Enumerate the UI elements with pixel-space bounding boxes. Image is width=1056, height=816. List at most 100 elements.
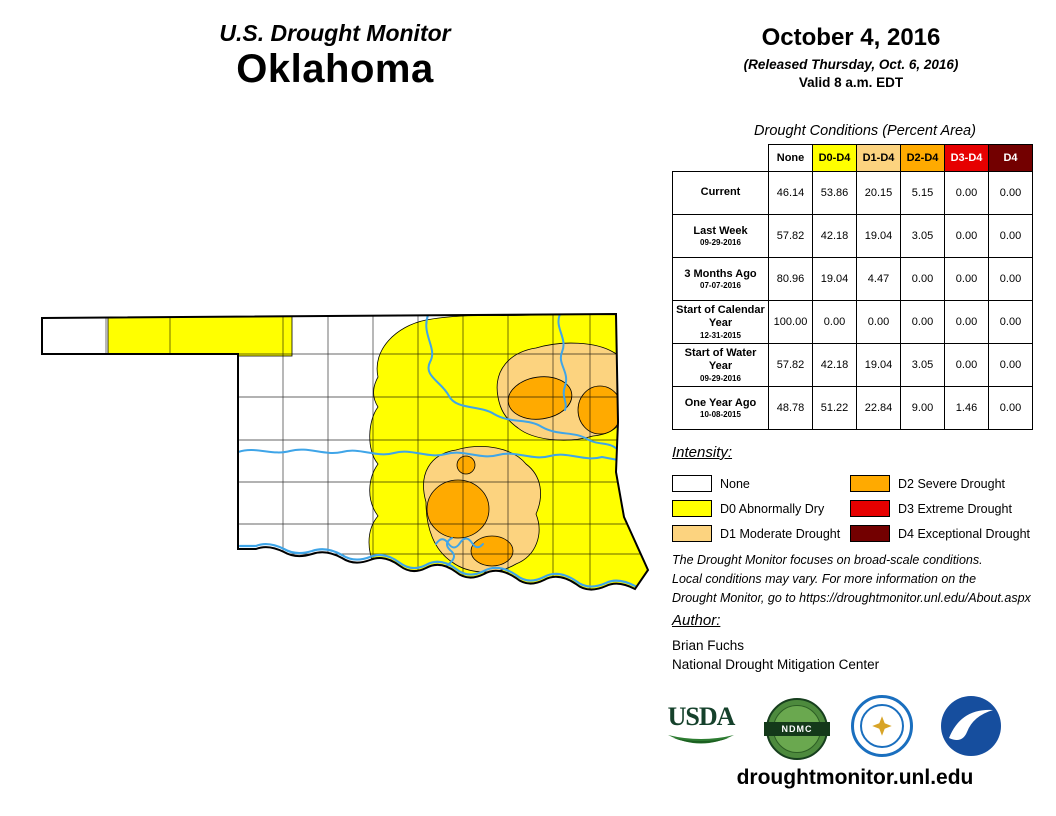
table-cell: 46.14: [768, 171, 813, 215]
ndmc-banner: NDMC: [764, 722, 830, 736]
none-swatch-icon: [672, 475, 712, 492]
row-label: Start of Calendar Year 12-31-2015: [672, 300, 769, 344]
table-cell: 3.05: [900, 343, 945, 387]
table-cell: 57.82: [768, 214, 813, 258]
page-title: U.S. Drought Monitor: [219, 20, 451, 46]
table-cell: 0.00: [944, 300, 989, 344]
commerce-emblem-icon: [860, 704, 904, 748]
row-label: Last Week 09-29-2016: [672, 214, 769, 258]
legend-label: D2 Severe Drought: [898, 476, 1006, 491]
table-cell: 19.04: [812, 257, 857, 301]
drought-conditions-table: None D0-D4 D1-D4 D2-D4 D3-D4 D4 Current …: [672, 144, 1033, 430]
table-cell: 0.00: [988, 343, 1033, 387]
footer-url: droughtmonitor.unl.edu: [736, 766, 974, 789]
legend-label: D3 Extreme Drought: [898, 501, 1012, 516]
table-cell: 0.00: [812, 300, 857, 344]
table-row: Last Week 09-29-2016 57.82 42.18 19.04 3.…: [672, 214, 1033, 258]
legend-label: None: [720, 476, 750, 491]
table-title: Drought Conditions (Percent Area): [754, 123, 976, 139]
table-cell: 0.00: [900, 257, 945, 301]
table-cell: 5.15: [900, 171, 945, 215]
author-block: Author: Brian Fuchs National Drought Mit…: [672, 612, 879, 672]
table-cell: 80.96: [768, 257, 813, 301]
table-cell: 19.04: [856, 343, 901, 387]
legend-title: Intensity:: [672, 444, 733, 461]
table-cell: 42.18: [812, 214, 857, 258]
legend-item: D1 Moderate Drought: [672, 525, 850, 542]
table-header-row: None D0-D4 D1-D4 D2-D4 D3-D4 D4: [672, 144, 1033, 172]
noaa-bird-icon: [949, 709, 993, 740]
col-header-d1d4: D1-D4: [856, 144, 901, 172]
d3-swatch-icon: [850, 500, 890, 517]
title-block: U.S. Drought Monitor Oklahoma: [118, 20, 552, 91]
table-row: 3 Months Ago 07-07-2016 80.96 19.04 4.47 …: [672, 257, 1033, 301]
d0-swatch-icon: [672, 500, 712, 517]
table-cell: 19.04: [856, 214, 901, 258]
d4-swatch-icon: [850, 525, 890, 542]
state-title: Oklahoma: [236, 47, 434, 91]
author-org: National Drought Mitigation Center: [672, 657, 880, 672]
legend-items: None D0 Abnormally Dry D1 Moderate Droug…: [672, 471, 1054, 546]
noaa-logo: [941, 696, 1001, 756]
author-heading: Author:: [672, 612, 721, 629]
table-cell: 0.00: [944, 343, 989, 387]
d0-region: [107, 314, 293, 357]
oklahoma-map: [41, 312, 650, 591]
table-cell: 0.00: [988, 214, 1033, 258]
table-cell: 100.00: [768, 300, 813, 344]
table-cell: 22.84: [856, 386, 901, 430]
state-outline: [41, 312, 650, 591]
table-cell: 0.00: [988, 171, 1033, 215]
row-label: One Year Ago 10-08-2015: [672, 386, 769, 430]
table-cell: 48.78: [768, 386, 813, 430]
col-header-d0d4: D0-D4: [812, 144, 857, 172]
legend-item: D0 Abnormally Dry: [672, 500, 850, 517]
table-cell: 0.00: [944, 257, 989, 301]
table-cell: 53.86: [812, 171, 857, 215]
table-cell: 3.05: [900, 214, 945, 258]
table-cell: 42.18: [812, 343, 857, 387]
ndmc-logo: NDMC: [764, 698, 830, 760]
col-header-none: None: [768, 144, 813, 172]
row-label: 3 Months Ago 07-07-2016: [672, 257, 769, 301]
table-corner-cell: [672, 144, 769, 172]
table-row: Current 46.14 53.86 20.15 5.15 0.00 0.00: [672, 171, 1033, 215]
table-cell: 1.46: [944, 386, 989, 430]
table-cell: 4.47: [856, 257, 901, 301]
table-cell: 9.00: [900, 386, 945, 430]
d2-region: [426, 479, 490, 539]
report-date: October 4, 2016: [761, 24, 941, 51]
table-cell: 0.00: [988, 300, 1033, 344]
row-label: Start of Water Year 09-29-2016: [672, 343, 769, 387]
usda-swoosh-icon: [668, 735, 734, 744]
disclaimer-text: The Drought Monitor focuses on broad-sca…: [672, 553, 1031, 605]
table-cell: 0.00: [900, 300, 945, 344]
legend-label: D0 Abnormally Dry: [720, 501, 825, 516]
legend-item: None: [672, 475, 850, 492]
legend-item: D2 Severe Drought: [850, 475, 1054, 492]
d2-region: [456, 455, 476, 475]
col-header-d4: D4: [988, 144, 1033, 172]
table-cell: 0.00: [944, 214, 989, 258]
usda-logo: USDA: [662, 704, 740, 750]
table-cell: 0.00: [944, 171, 989, 215]
released-date: (Released Thursday, Oct. 6, 2016): [743, 57, 959, 72]
legend-item: D3 Extreme Drought: [850, 500, 1054, 517]
usda-wordmark: USDA: [667, 702, 736, 731]
col-header-d3d4: D3-D4: [944, 144, 989, 172]
table-cell: 0.00: [988, 386, 1033, 430]
commerce-seal-logo: [851, 695, 913, 757]
table-cell: 57.82: [768, 343, 813, 387]
author-name: Brian Fuchs: [672, 638, 745, 653]
table-cell: 51.22: [812, 386, 857, 430]
table-cell: 20.15: [856, 171, 901, 215]
d2-region: [577, 385, 623, 435]
table-row: One Year Ago 10-08-2015 48.78 51.22 22.84…: [672, 386, 1033, 430]
county-grid: [105, 314, 640, 590]
d1-swatch-icon: [672, 525, 712, 542]
col-header-d2d4: D2-D4: [900, 144, 945, 172]
legend-label: D4 Exceptional Drought: [898, 526, 1031, 541]
row-label: Current: [672, 171, 769, 215]
rivers: [237, 314, 637, 588]
